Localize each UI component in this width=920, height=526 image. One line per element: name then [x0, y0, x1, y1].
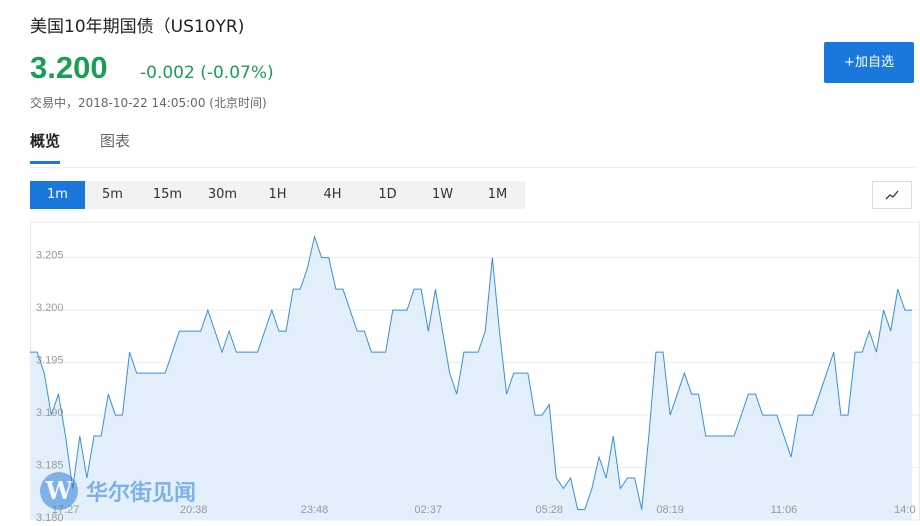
range-button[interactable]: 5m: [102, 187, 123, 202]
y-tick-label: 3.180: [36, 512, 64, 524]
x-tick-label: 20:38: [180, 504, 208, 516]
range-button[interactable]: 1M: [487, 187, 508, 202]
y-tick-label: 3.185: [36, 459, 64, 471]
y-tick-label: 3.205: [36, 250, 64, 262]
x-tick-label: 23:48: [301, 504, 329, 516]
x-tick-label: 05:28: [535, 504, 563, 516]
tabs: 概览 图表: [30, 130, 130, 164]
range-selector: 1m 5m 15m 30m 1H 4H 1D 1W 1M: [30, 181, 525, 209]
title: 美国10年期国债（US10YR): [30, 17, 245, 37]
change: -0.002 (-0.07%): [140, 63, 274, 83]
range-button[interactable]: 1m: [30, 181, 85, 209]
watermark-logo: W: [40, 472, 78, 510]
add-button[interactable]: +加自选: [824, 42, 914, 83]
area: [30, 236, 912, 521]
tab[interactable]: 图表: [100, 132, 131, 150]
y-tick-label: 3.200: [36, 302, 64, 314]
chart-type-button[interactable]: [872, 181, 912, 209]
tab[interactable]: 概览: [30, 130, 61, 164]
range-button[interactable]: 1W: [431, 187, 454, 202]
y-tick-label: 3.195: [36, 355, 64, 367]
divider: [30, 167, 915, 168]
range-button[interactable]: 4H: [323, 187, 342, 202]
watermark-text: 华尔街见闻: [86, 480, 197, 506]
range-button[interactable]: 1D: [378, 187, 397, 202]
watermark: W 华尔街见闻: [40, 472, 196, 510]
x-tick-label: 08:19: [656, 504, 684, 516]
x-tick-label: 02:37: [415, 504, 443, 516]
y-tick-label: 3.190: [36, 407, 64, 419]
range-button[interactable]: 15m: [152, 187, 183, 202]
price: 3.200: [30, 50, 108, 85]
x-tick-label: 11:06: [771, 504, 798, 516]
line: [30, 234, 912, 511]
x-tick-label: 14:0: [894, 504, 915, 516]
range-button[interactable]: 30m: [207, 187, 238, 202]
status: 交易中，2018-10-22 14:05:00 (北京时间): [30, 96, 267, 110]
range-button[interactable]: 1H: [268, 187, 287, 202]
icon: [885, 190, 899, 200]
